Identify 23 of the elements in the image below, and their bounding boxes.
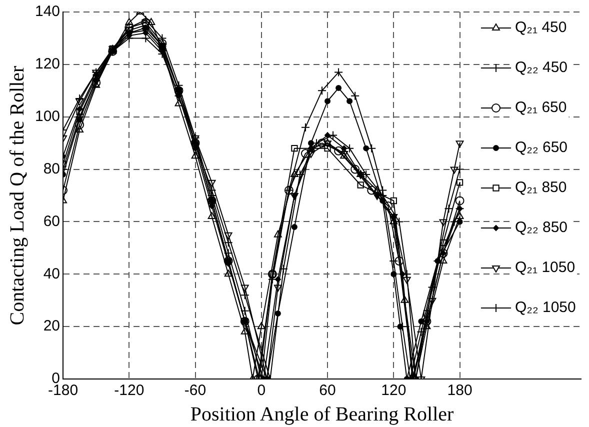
x-tick-label: 180 (447, 382, 472, 400)
y-tick-label: 120 (34, 56, 60, 73)
x-tick-label: -60 (184, 382, 206, 400)
y-tick-label: 40 (43, 265, 60, 282)
legend-label: Q₂₂ 1050 (515, 299, 576, 316)
x-axis-title: Position Angle of Bearing Roller (190, 403, 454, 426)
y-tick-label: 140 (34, 3, 60, 20)
y-axis-title: Contacting Load Q of the Roller (6, 65, 28, 326)
legend-label: Q₂₁ 650 (515, 99, 567, 116)
legend-label: Q₂₂ 450 (515, 59, 568, 76)
x-tick-label: 60 (319, 382, 336, 400)
legend-label: Q₂₂ 650 (515, 139, 568, 156)
legend-label: Q₂₁ 850 (515, 179, 567, 196)
y-tick-label: 60 (43, 212, 60, 230)
x-tick-label: 120 (381, 382, 406, 400)
legend-label: Q₂₂ 850 (515, 219, 568, 236)
x-tick-label: 0 (257, 382, 266, 400)
legend-label: Q₂₁ 1050 (515, 259, 576, 276)
legend-label: Q₂₁ 450 (515, 19, 567, 36)
y-tick-label: 20 (43, 318, 60, 335)
y-tick-label: 100 (34, 108, 60, 125)
x-tick-label: -120 (114, 382, 144, 400)
y-tick-label: 80 (43, 160, 60, 178)
